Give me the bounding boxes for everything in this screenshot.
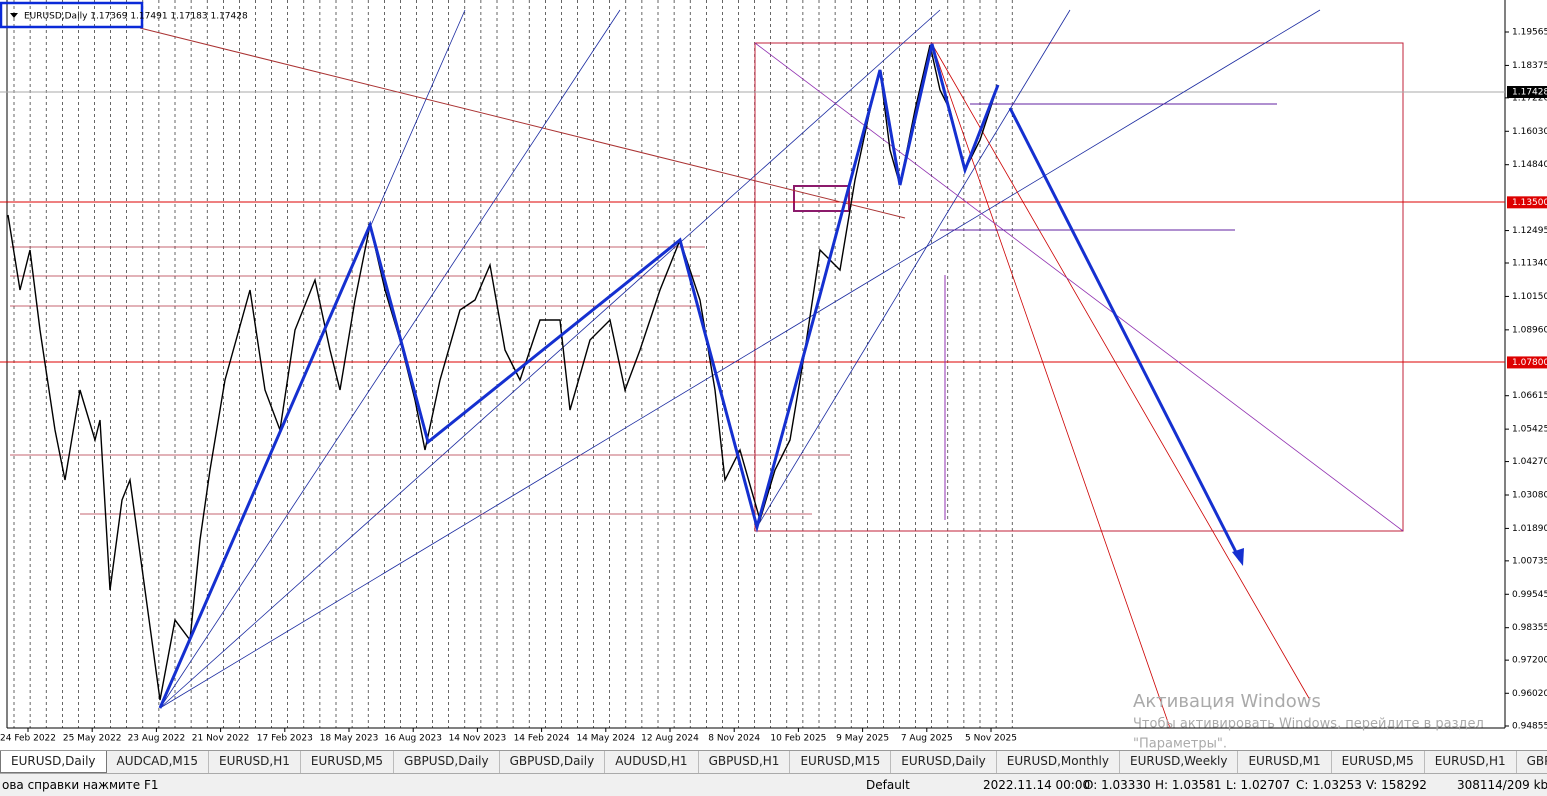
price-label: 1.12495: [1512, 226, 1547, 236]
tab[interactable]: GBPUSD,H1: [699, 751, 791, 773]
time: 2022.11.14 00:00: [983, 778, 1091, 792]
box: [754, 42, 1404, 532]
date-label: 14 Feb 2024: [514, 734, 570, 744]
tab[interactable]: EURUSD,M5: [1332, 751, 1425, 773]
arrow: [1008, 107, 1242, 561]
grid: [13, 0, 1013, 728]
date-label: 12 Aug 2024: [641, 734, 699, 744]
header-highlight: [0, 1, 144, 29]
price-marker-label: 1.13500: [1512, 198, 1547, 208]
trendline: [159, 9, 1321, 709]
menu-arrow[interactable]: [10, 13, 18, 18]
tab[interactable]: EURUSD,M5: [301, 751, 395, 773]
close: C: 1.03253: [1296, 778, 1362, 792]
tab[interactable]: EURUSD,Weekly: [1120, 751, 1239, 773]
trendline: [754, 42, 1404, 532]
tab[interactable]: EURUSD,Daily: [0, 751, 107, 773]
price-label: 1.00735: [1512, 556, 1547, 566]
traffic: 308114/209 kb: [1457, 778, 1547, 792]
chart-window: 1.19565 1.18375 1.17220 1.16030 1.14840 1.124…: [0, 0, 1547, 750]
tab[interactable]: GBPUSD,M5: [1517, 751, 1547, 773]
trendline: [931, 43, 1311, 701]
price-marker: [1507, 86, 1547, 99]
date-label: 9 May 2025: [836, 734, 889, 744]
price-series: [7, 44, 999, 701]
date-label: 7 Aug 2025: [901, 734, 953, 744]
price-label: 1.05425: [1512, 425, 1547, 435]
price-label: 1.17220: [1512, 93, 1547, 103]
date-label: 25 May 2022: [63, 734, 122, 744]
date-label: 21 Nov 2022: [192, 734, 250, 744]
price-label: 1.06615: [1512, 391, 1547, 401]
price-label: 1.11340: [1512, 259, 1547, 269]
price-marker-label: 1.07800: [1512, 358, 1547, 368]
trendline: [139, 27, 906, 219]
tab[interactable]: GBPUSD,Daily: [394, 751, 500, 773]
date-label: 16 Aug 2023: [384, 734, 442, 744]
tab-bar: EURUSD,Daily AUDCAD,M15 EURUSD,H1 EURUSD,M5…: [0, 750, 1547, 773]
help: ова справки нажмите F1: [2, 778, 159, 792]
watermark: Активация Windows Чтобы активировать Win…: [1133, 691, 1484, 750]
tab[interactable]: EURUSD,M15: [790, 751, 892, 773]
tab[interactable]: GBPUSD,Daily: [500, 751, 606, 773]
price-label: 1.01890: [1512, 524, 1547, 534]
box: [793, 185, 850, 212]
date-label: 14 May 2024: [576, 734, 635, 744]
zigzag: [158, 43, 1000, 709]
price-label: 1.08960: [1512, 325, 1547, 335]
date-label: 17 Feb 2023: [257, 734, 313, 744]
background: [0, 0, 1547, 750]
status-bar: ова справки нажмите F1 Default 2022.11.1…: [0, 773, 1547, 796]
price-label: 0.98355: [1512, 623, 1547, 633]
symbol-header: EURUSD,Daily 1.17369 1.17491 1.17183 1.1…: [24, 12, 248, 22]
date-label: 5 Nov 2025: [965, 734, 1017, 744]
date-label: 8 Nov 2024: [708, 734, 760, 744]
high: H: 1.03581: [1155, 778, 1222, 792]
date-label: 14 Nov 2023: [449, 734, 507, 744]
tab[interactable]: EURUSD,M1: [1238, 751, 1332, 773]
tab[interactable]: EURUSD,H1: [1425, 751, 1517, 773]
price-label: 1.16030: [1512, 127, 1547, 137]
price-label: 1.18375: [1512, 61, 1547, 71]
tab[interactable]: EURUSD,Daily: [891, 751, 997, 773]
price-label: 0.97200: [1512, 656, 1547, 666]
open: O: 1.03330: [1084, 778, 1151, 792]
trendline: [159, 9, 941, 709]
price-label: 0.96020: [1512, 689, 1547, 699]
arrow-head: [1232, 548, 1244, 566]
drawings: [0, 9, 1505, 729]
price-marker: [1507, 356, 1547, 369]
price-marker-label: 1.17428: [1512, 88, 1547, 98]
tab[interactable]: EURUSD,Monthly: [997, 751, 1120, 773]
tab[interactable]: AUDCAD,M15: [107, 751, 210, 773]
trendline: [159, 9, 621, 709]
watermark-text: "Параметры".: [1133, 737, 1227, 751]
watermark-title: Активация Windows: [1133, 691, 1321, 712]
volume: V: 158292: [1366, 778, 1427, 792]
date-label: 24 Feb 2022: [0, 734, 56, 744]
low: L: 1.02707: [1226, 778, 1291, 792]
date-label: 23 Aug 2022: [128, 734, 186, 744]
price-label: 1.03080: [1512, 490, 1547, 500]
tab[interactable]: AUDUSD,H1: [605, 751, 699, 773]
trendline: [756, 9, 1071, 528]
profile: Default: [866, 778, 910, 792]
tab[interactable]: EURUSD,H1: [209, 751, 301, 773]
price-label: 1.10150: [1512, 292, 1547, 302]
price-label: 0.99545: [1512, 590, 1547, 600]
watermark-text: Чтобы активировать Windows, перейдите в …: [1133, 717, 1484, 732]
price-label: 1.04270: [1512, 457, 1547, 467]
date-label: 10 Feb 2025: [770, 734, 826, 744]
price-label: 0.94855: [1512, 722, 1547, 732]
price-marker: [1507, 196, 1547, 209]
price-label: 1.14840: [1512, 160, 1547, 170]
date-label: 18 May 2023: [320, 734, 379, 744]
price-label: 1.19565: [1512, 28, 1547, 38]
